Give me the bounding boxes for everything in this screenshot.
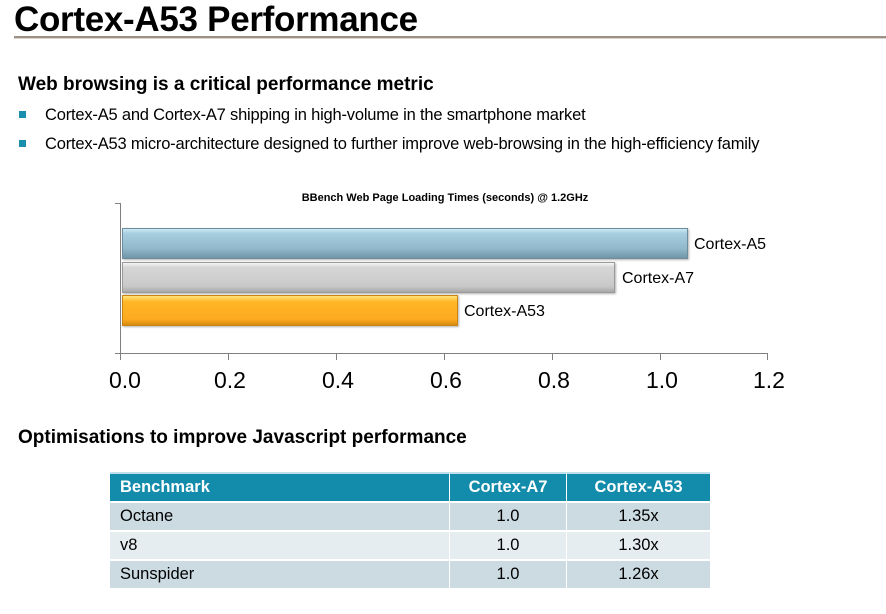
x-axis-tick xyxy=(767,353,768,360)
x-tick-label: 0.4 xyxy=(322,367,354,393)
x-tick-label: 1.2 xyxy=(753,367,785,393)
x-axis xyxy=(115,353,768,354)
table-row: v8 1.0 1.30x xyxy=(110,530,710,559)
section-heading-javascript: Optimisations to improve Javascript perf… xyxy=(18,427,467,448)
bullet-text: Cortex-A53 micro-architecture designed t… xyxy=(45,135,760,153)
x-tick-label: 1.0 xyxy=(646,367,678,393)
x-axis-tick xyxy=(552,353,553,360)
x-axis-tick xyxy=(120,353,121,360)
square-bullet-icon xyxy=(19,111,26,118)
bar-cortex-a5 xyxy=(122,228,688,259)
x-tick-label: 0.0 xyxy=(109,367,141,393)
bar-label-cortex-a53: Cortex-A53 xyxy=(464,303,545,320)
column-header-cortex-a7: Cortex-A7 xyxy=(449,472,566,501)
table-row: Octane 1.0 1.35x xyxy=(110,501,710,530)
bar-cortex-a53 xyxy=(122,295,458,326)
x-tick-label: 0.8 xyxy=(538,367,570,393)
x-axis-tick xyxy=(660,353,661,360)
chart-title: BBench Web Page Loading Times (seconds) … xyxy=(301,192,589,204)
benchmark-table: Benchmark Cortex-A7 Cortex-A53 Octane 1.… xyxy=(110,472,710,588)
bar-cortex-a7 xyxy=(122,262,615,293)
x-tick-label: 0.6 xyxy=(430,367,462,393)
cell-benchmark: Sunspider xyxy=(110,559,449,588)
table-row: Sunspider 1.0 1.26x xyxy=(110,559,710,588)
y-axis xyxy=(120,203,121,353)
bullet-item: Cortex-A5 and Cortex-A7 shipping in high… xyxy=(18,104,759,133)
section-heading-web-browsing: Web browsing is a critical performance m… xyxy=(18,74,434,95)
column-header-benchmark: Benchmark xyxy=(110,472,449,501)
cell-cortex-a53: 1.26x xyxy=(566,559,710,588)
bullet-item: Cortex-A53 micro-architecture designed t… xyxy=(18,133,759,162)
title-divider xyxy=(14,36,886,38)
cell-cortex-a53: 1.35x xyxy=(566,501,710,530)
cell-cortex-a7: 1.0 xyxy=(449,530,566,559)
y-axis-tick xyxy=(115,203,121,204)
cell-cortex-a7: 1.0 xyxy=(449,559,566,588)
column-header-cortex-a53: Cortex-A53 xyxy=(566,472,710,501)
x-axis-tick xyxy=(444,353,445,360)
bullet-list: Cortex-A5 and Cortex-A7 shipping in high… xyxy=(18,104,759,162)
bullet-text: Cortex-A5 and Cortex-A7 shipping in high… xyxy=(45,106,586,124)
square-bullet-icon xyxy=(19,140,26,147)
x-axis-tick xyxy=(336,353,337,360)
cell-benchmark: Octane xyxy=(110,501,449,530)
cell-benchmark: v8 xyxy=(110,530,449,559)
bar-label-cortex-a5: Cortex-A5 xyxy=(694,236,767,253)
x-axis-tick xyxy=(228,353,229,360)
bar-label-cortex-a7: Cortex-A7 xyxy=(622,270,695,287)
cell-cortex-a53: 1.30x xyxy=(566,530,710,559)
title-divider-shadow xyxy=(14,38,886,39)
x-tick-label: 0.2 xyxy=(214,367,246,393)
slide-title: Cortex-A53 Performance xyxy=(14,0,418,39)
table-header-row: Benchmark Cortex-A7 Cortex-A53 xyxy=(110,472,710,501)
cell-cortex-a7: 1.0 xyxy=(449,501,566,530)
